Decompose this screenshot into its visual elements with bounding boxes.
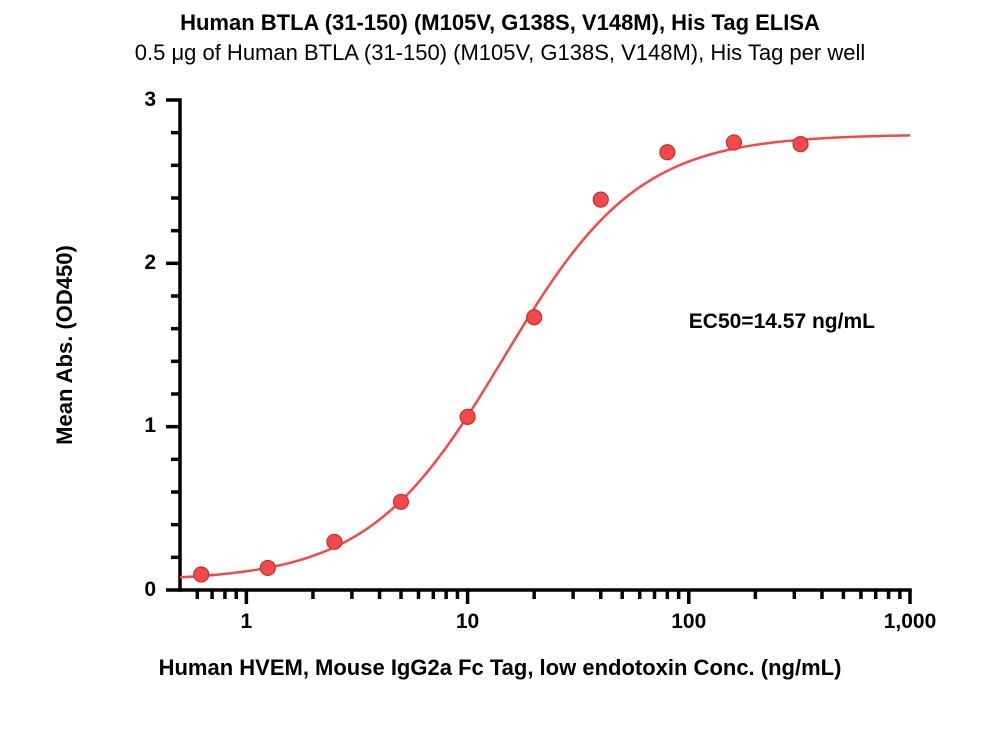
ec50-annotation: EC50=14.57 ng/mL	[689, 310, 875, 334]
y-tick-label: 0	[96, 578, 156, 602]
chart-container: Human BTLA (31-150) (M105V, G138S, V148M…	[0, 0, 1000, 737]
data-point	[726, 135, 741, 150]
x-tick-label: 1,000	[860, 610, 960, 634]
data-point	[260, 560, 275, 575]
data-point	[327, 534, 342, 549]
data-point	[793, 137, 808, 152]
y-axis-label: Mean Abs. (OD450)	[52, 100, 78, 590]
chart-title-main: Human BTLA (31-150) (M105V, G138S, V148M…	[0, 10, 1000, 36]
data-point	[593, 192, 608, 207]
x-tick-label: 100	[639, 610, 739, 634]
x-tick-label: 10	[418, 610, 518, 634]
x-axis-label: Human HVEM, Mouse IgG2a Fc Tag, low endo…	[0, 655, 1000, 681]
x-tick-label: 1	[196, 610, 296, 634]
data-point	[393, 494, 408, 509]
y-tick-label: 1	[96, 414, 156, 438]
y-tick-label: 2	[96, 251, 156, 275]
data-point	[194, 567, 209, 582]
fit-curve	[180, 135, 910, 577]
data-point	[660, 145, 675, 160]
y-tick-label: 3	[96, 88, 156, 112]
plot-svg	[140, 60, 950, 630]
data-point	[527, 310, 542, 325]
title-block: Human BTLA (31-150) (M105V, G138S, V148M…	[0, 10, 1000, 66]
data-point	[460, 409, 475, 424]
